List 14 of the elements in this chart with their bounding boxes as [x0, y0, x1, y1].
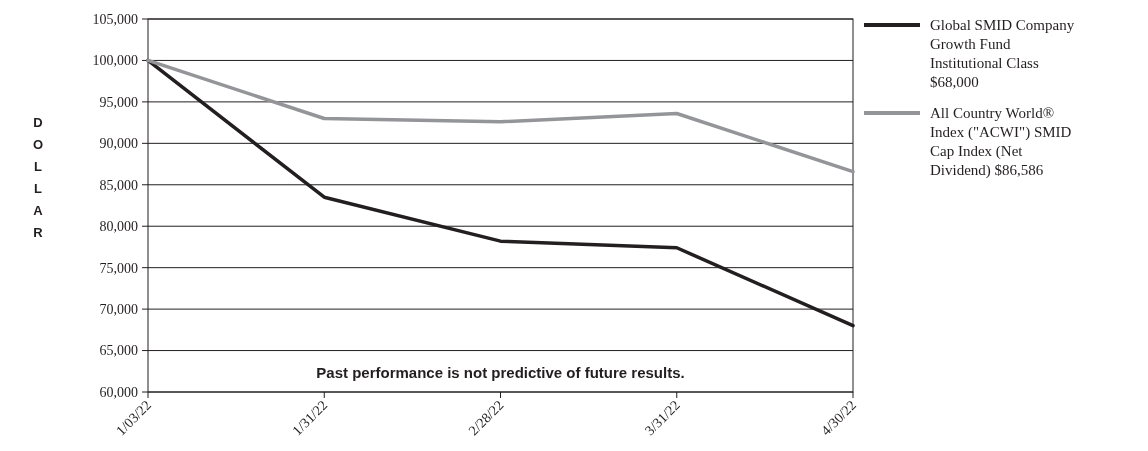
y-tick-label: 90,000 — [99, 136, 138, 152]
y-tick-label: 95,000 — [99, 94, 138, 110]
y-tick-label: 85,000 — [99, 177, 138, 193]
y-tick-label: 80,000 — [99, 219, 138, 235]
y-axis-title: DOLLAR — [32, 114, 44, 240]
y-tick-label: 105,000 — [92, 11, 138, 27]
y-tick-label: 65,000 — [99, 343, 138, 359]
y-tick-label: 100,000 — [92, 53, 138, 69]
y-tick-label: 70,000 — [99, 302, 138, 318]
legend-label: Global SMID Company Growth Fund Institutional Class $68,000 — [930, 17, 1075, 90]
y-tick-label: 75,000 — [99, 260, 138, 276]
legend-label: All Country World® Index ("ACWI") SMID Cap Index (Net Dividend) $86,586 — [930, 105, 1072, 179]
annotation: Past performance is not predictive of future results. — [316, 364, 685, 381]
y-tick-label: 60,000 — [99, 384, 138, 400]
